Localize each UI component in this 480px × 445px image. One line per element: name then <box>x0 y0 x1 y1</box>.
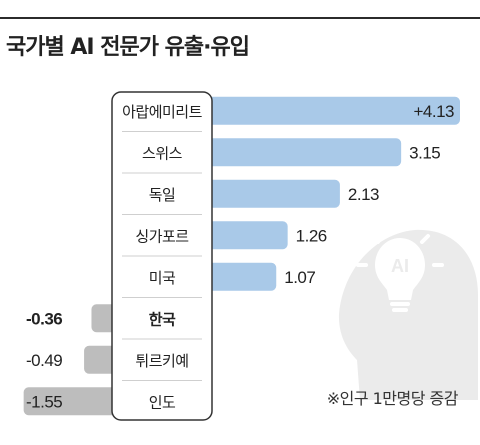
value-label: 2.13 <box>348 185 379 204</box>
top-rule <box>0 17 480 19</box>
category-label: 독일 <box>149 186 176 204</box>
icon-ai-text: AI <box>391 256 409 276</box>
bar <box>206 138 402 167</box>
lightbulb-base-icon <box>392 308 408 312</box>
value-label: 1.26 <box>296 226 327 245</box>
value-label: +4.13 <box>413 102 454 121</box>
bars: +4.13 3.15 2.13 1.26 1.07 -0.36 -0.49 -1.55 <box>23 96 460 416</box>
category-label: 튀르키예 <box>135 352 188 370</box>
value-label: -0.49 <box>26 351 62 370</box>
lightbulb-icon <box>375 238 425 300</box>
category-label: 싱가포르 <box>135 227 189 245</box>
bar <box>206 179 340 208</box>
bar <box>23 387 118 416</box>
head-silhouette-icon <box>338 229 478 400</box>
head-lightbulb-ai-icon: AI <box>338 220 478 400</box>
value-label: 3.15 <box>409 143 440 162</box>
value-label: -0.36 <box>26 309 62 328</box>
category-label: 아랍에미리트 <box>122 103 203 121</box>
unit-note: ※인구 1만명당 증감 <box>326 389 459 408</box>
value-label: 1.07 <box>284 268 315 287</box>
bar <box>206 96 460 125</box>
lightbulb-base-icon <box>390 302 410 306</box>
category-label: 한국 <box>149 310 176 328</box>
bar <box>206 262 277 291</box>
lightbulb-rays-icon <box>356 220 444 267</box>
category-label: 미국 <box>149 269 176 287</box>
bar <box>84 345 118 374</box>
value-label: -1.55 <box>26 392 62 411</box>
category-label: 인도 <box>149 393 176 411</box>
category-label: 스위스 <box>142 144 183 162</box>
chart-title: 국가별 AI 전문가 유출·유입 <box>6 35 250 60</box>
bar <box>206 221 288 250</box>
